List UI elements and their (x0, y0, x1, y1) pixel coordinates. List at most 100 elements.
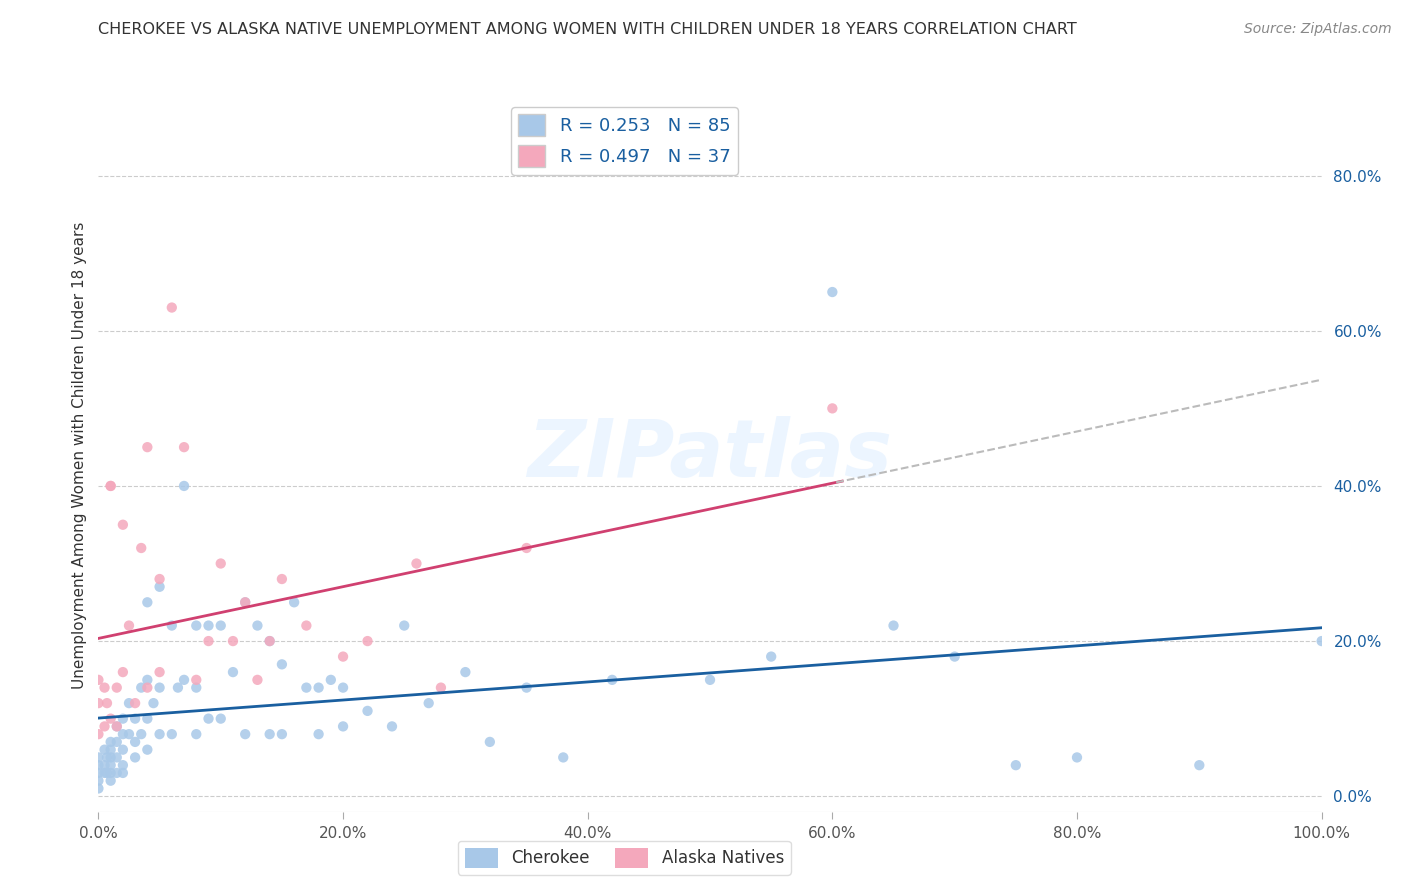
Point (197, 618, 219, 632)
Point (100, 479, 122, 493)
Point (222, 665, 245, 679)
Point (149, 727, 172, 741)
Point (93, 758, 115, 772)
Point (392, 618, 416, 632)
Point (93, 719, 115, 733)
Point (270, 657, 294, 672)
Point (222, 634, 245, 648)
Point (197, 712, 219, 726)
Point (209, 712, 232, 726)
Legend: Cherokee, Alaska Natives: Cherokee, Alaska Natives (458, 841, 790, 875)
Point (87, 766, 110, 780)
Point (149, 665, 172, 679)
Point (259, 727, 281, 741)
Point (96, 750, 118, 764)
Point (87, 758, 110, 772)
Point (160, 727, 183, 741)
Point (111, 758, 134, 772)
Point (270, 572, 294, 586)
Point (186, 618, 208, 632)
Point (118, 618, 141, 632)
Point (111, 712, 134, 726)
Point (295, 618, 318, 632)
Text: CHEROKEE VS ALASKA NATIVE UNEMPLOYMENT AMONG WOMEN WITH CHILDREN UNDER 18 YEARS : CHEROKEE VS ALASKA NATIVE UNEMPLOYMENT A… (98, 22, 1077, 37)
Point (136, 681, 159, 695)
Point (173, 673, 195, 687)
Point (93, 742, 115, 756)
Point (943, 649, 966, 664)
Point (332, 681, 354, 695)
Point (129, 681, 152, 695)
Point (160, 301, 183, 315)
Point (821, 285, 844, 299)
Point (149, 580, 172, 594)
Point (111, 727, 134, 741)
Point (100, 479, 122, 493)
Point (96, 766, 118, 780)
Point (430, 681, 453, 695)
Point (105, 719, 128, 733)
Point (105, 719, 128, 733)
Point (883, 618, 905, 632)
Point (149, 681, 172, 695)
Point (100, 758, 122, 772)
Point (1004, 758, 1026, 772)
Point (93, 766, 115, 780)
Point (87, 750, 110, 764)
Point (233, 595, 256, 609)
Point (821, 401, 844, 416)
Point (118, 727, 141, 741)
Point (142, 696, 165, 710)
Point (295, 681, 318, 695)
Point (105, 766, 128, 780)
Point (87, 773, 110, 788)
Point (405, 557, 427, 571)
Point (105, 681, 128, 695)
Point (381, 719, 404, 733)
Point (209, 618, 232, 632)
Point (100, 766, 122, 780)
Point (100, 742, 122, 756)
Point (87, 696, 110, 710)
Point (356, 704, 378, 718)
Point (454, 665, 477, 679)
Point (129, 727, 152, 741)
Point (124, 735, 146, 749)
Point (111, 665, 134, 679)
Point (600, 673, 623, 687)
Point (100, 773, 122, 788)
Point (105, 750, 128, 764)
Point (246, 618, 269, 632)
Y-axis label: Unemployment Among Women with Children Under 18 years: Unemployment Among Women with Children U… (72, 221, 87, 689)
Point (515, 681, 537, 695)
Point (283, 595, 305, 609)
Point (124, 696, 146, 710)
Point (100, 750, 122, 764)
Point (1310, 634, 1333, 648)
Point (1066, 750, 1088, 764)
Point (100, 735, 122, 749)
Text: Source: ZipAtlas.com: Source: ZipAtlas.com (1244, 22, 1392, 37)
Point (418, 696, 440, 710)
Point (124, 750, 146, 764)
Point (149, 572, 172, 586)
Point (308, 727, 330, 741)
Point (87, 781, 110, 796)
Point (136, 712, 159, 726)
Point (308, 681, 330, 695)
Point (136, 440, 159, 454)
Point (1188, 758, 1211, 772)
Point (319, 673, 342, 687)
Point (96, 696, 118, 710)
Point (111, 517, 134, 532)
Point (111, 742, 134, 756)
Point (93, 681, 115, 695)
Point (186, 673, 208, 687)
Point (124, 712, 146, 726)
Point (515, 541, 537, 555)
Point (233, 727, 256, 741)
Point (111, 766, 134, 780)
Point (259, 634, 281, 648)
Point (246, 673, 269, 687)
Point (478, 735, 501, 749)
